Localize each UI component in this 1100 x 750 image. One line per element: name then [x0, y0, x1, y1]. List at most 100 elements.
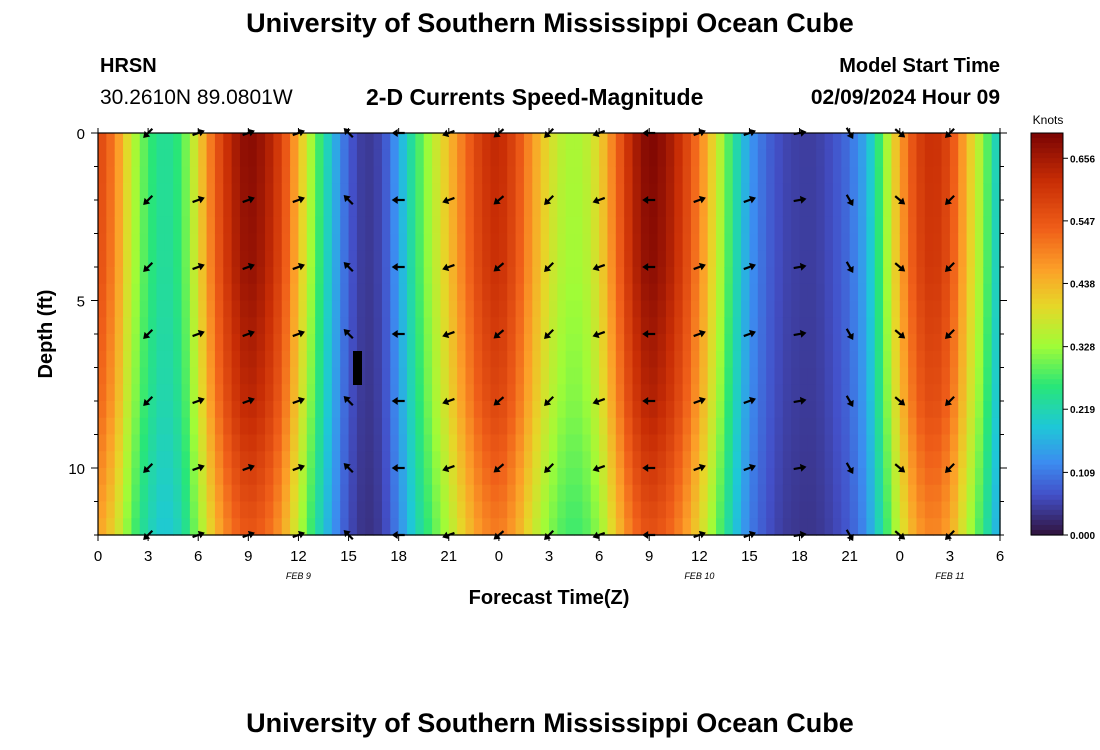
heatmap-cell	[757, 149, 767, 168]
heatmap-cell	[849, 434, 859, 452]
heatmap-cell	[490, 283, 500, 302]
heatmap-cell	[106, 518, 116, 536]
heatmap-cell	[390, 267, 400, 285]
heatmap-cell	[173, 133, 183, 151]
heatmap-cell	[515, 434, 525, 452]
heatmap-cell	[657, 468, 667, 486]
heatmap-cell	[799, 233, 809, 251]
heatmap-cell	[415, 200, 425, 218]
heatmap-cell	[866, 434, 876, 452]
heatmap-cell	[348, 300, 358, 318]
heatmap-cell	[164, 501, 174, 519]
heatmap-cell	[448, 367, 458, 385]
heatmap-cell	[390, 451, 400, 469]
heatmap-cell	[465, 133, 475, 151]
heatmap-cell	[958, 334, 968, 352]
heatmap-cell	[674, 401, 684, 419]
heatmap-cell	[515, 250, 525, 268]
heatmap-cell	[908, 250, 918, 268]
heatmap-cell	[131, 384, 141, 402]
heatmap-cell	[114, 434, 124, 452]
heatmap-cell	[123, 518, 133, 536]
heatmap-cell	[106, 200, 116, 218]
heatmap-cell	[490, 216, 500, 235]
heatmap-cell	[665, 417, 675, 436]
heatmap-cell	[549, 300, 558, 318]
heatmap-cell	[164, 200, 174, 218]
heatmap-cell	[181, 133, 191, 151]
heatmap-cell	[356, 200, 366, 218]
heatmap-cell	[131, 267, 141, 285]
heatmap-cell	[741, 384, 751, 402]
heatmap-cell	[649, 317, 659, 335]
heatmap-cell	[515, 317, 525, 335]
heatmap-cell	[265, 283, 274, 302]
heatmap-cell	[690, 166, 700, 184]
heatmap-cell	[799, 133, 809, 151]
heatmap-cell	[707, 334, 717, 352]
heatmap-cell	[231, 468, 241, 486]
heatmap-cell	[139, 367, 149, 385]
heatmap-cell	[273, 484, 283, 503]
heatmap-cell	[983, 317, 993, 335]
heatmap-cell	[164, 401, 174, 419]
heatmap-cell	[323, 183, 333, 201]
heatmap-cell	[974, 350, 984, 369]
heatmap-cell	[323, 484, 333, 503]
colorbar-segment	[1031, 439, 1063, 446]
heatmap-cell	[239, 200, 249, 218]
heatmap-cell	[916, 518, 926, 536]
heatmap-cell	[607, 417, 617, 436]
heatmap-cell	[498, 216, 508, 235]
heatmap-cell	[774, 283, 784, 302]
heatmap-cell	[891, 183, 901, 201]
heatmap-cell	[331, 518, 341, 536]
heatmap-cell	[707, 166, 717, 184]
heatmap-cell	[198, 133, 208, 151]
heatmap-cell	[599, 401, 609, 419]
heatmap-cell	[632, 334, 642, 352]
heatmap-cell	[991, 233, 1001, 251]
heatmap-cell	[223, 250, 233, 268]
heatmap-cell	[599, 367, 609, 385]
x-tick-label: 0	[495, 548, 503, 565]
heatmap-cell	[114, 468, 124, 486]
heatmap-cell	[807, 501, 817, 519]
heatmap-cell	[866, 233, 876, 251]
heatmap-cell	[741, 468, 751, 486]
heatmap-cell	[874, 200, 884, 218]
heatmap-cell	[415, 468, 425, 486]
heatmap-cell	[724, 451, 734, 469]
heatmap-cell	[858, 200, 867, 218]
heatmap-cell	[507, 183, 517, 201]
heatmap-cell	[173, 434, 183, 452]
heatmap-cell	[640, 384, 650, 402]
heatmap-cell	[791, 149, 801, 168]
heatmap-cell	[908, 468, 918, 486]
heatmap-cell	[523, 183, 533, 201]
heatmap-cell	[423, 233, 433, 251]
heatmap-cell	[824, 233, 834, 251]
heatmap-cell	[490, 451, 500, 469]
heatmap-cell	[624, 401, 634, 419]
heatmap-cell	[949, 133, 959, 151]
heatmap-cell	[724, 434, 734, 452]
heatmap-cell	[540, 417, 550, 436]
heatmap-cell	[340, 267, 350, 285]
heatmap-cell	[632, 501, 642, 519]
heatmap-cell	[958, 350, 968, 369]
heatmap-cell	[189, 133, 199, 151]
heatmap-cell	[632, 451, 642, 469]
product-title: 2-D Currents Speed-Magnitude	[366, 84, 704, 110]
heatmap-cell	[123, 233, 133, 251]
heatmap-cell	[448, 317, 458, 335]
heatmap-cell	[599, 434, 609, 452]
heatmap-cell	[331, 384, 341, 402]
heatmap-cell	[306, 484, 316, 503]
heatmap-cell	[590, 233, 600, 251]
heatmap-cell	[323, 200, 333, 218]
heatmap-cell	[256, 183, 266, 201]
heatmap-cell	[866, 417, 876, 436]
heatmap-cell	[941, 384, 951, 402]
heatmap-cell	[899, 233, 909, 251]
